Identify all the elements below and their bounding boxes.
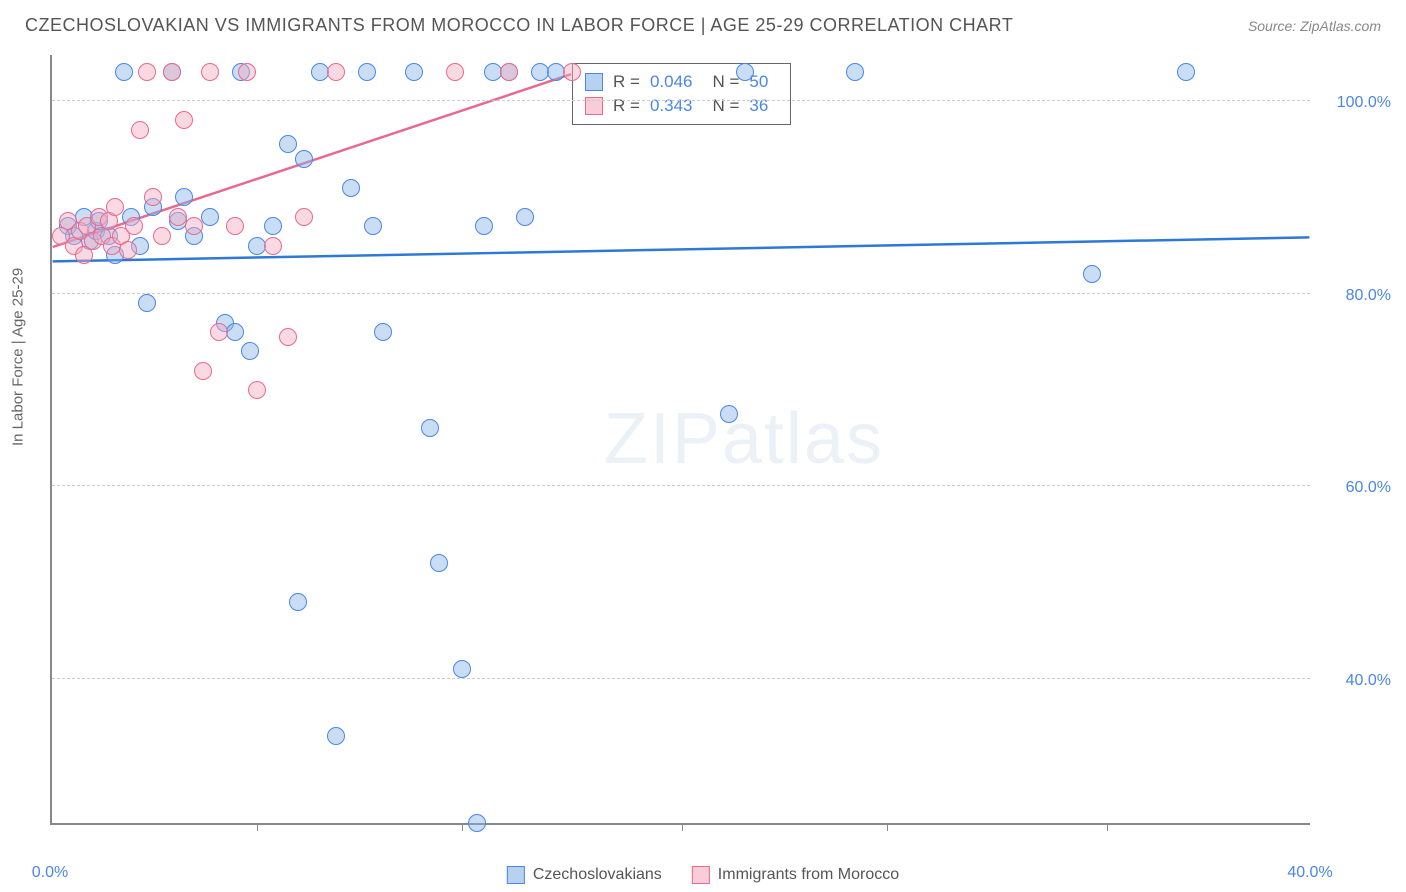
data-point (125, 217, 143, 235)
data-point (475, 217, 493, 235)
data-point (153, 227, 171, 245)
legend-swatch-blue (507, 866, 525, 884)
stat-r-label: R = (613, 96, 640, 116)
y-tick-label: 80.0% (1346, 287, 1391, 305)
trend-lines-layer (52, 55, 1310, 823)
stats-row: R = 0.343 N = 36 (585, 94, 778, 118)
data-point (374, 323, 392, 341)
data-point (468, 814, 486, 832)
data-point (500, 63, 518, 81)
data-point (279, 328, 297, 346)
stats-swatch (585, 73, 603, 91)
data-point (264, 217, 282, 235)
data-point (175, 188, 193, 206)
data-point (295, 208, 313, 226)
data-point (279, 135, 297, 153)
stat-r-label: R = (613, 72, 640, 92)
x-tick-label: 0.0% (32, 864, 68, 882)
data-point (295, 150, 313, 168)
x-minor-tick (682, 823, 683, 831)
data-point (210, 323, 228, 341)
gridline (52, 678, 1310, 679)
data-point (446, 63, 464, 81)
data-point (846, 63, 864, 81)
y-tick-label: 60.0% (1346, 479, 1391, 497)
source-prefix: Source: (1248, 18, 1300, 34)
source-value: ZipAtlas.com (1300, 18, 1381, 34)
data-point (563, 63, 581, 81)
x-tick-label: 40.0% (1287, 864, 1332, 882)
data-point (163, 63, 181, 81)
data-point (364, 217, 382, 235)
data-point (1083, 265, 1101, 283)
legend-label-2: Immigrants from Morocco (718, 866, 899, 884)
data-point (138, 63, 156, 81)
stat-n-value: 36 (749, 96, 768, 116)
correlation-stats-box: R =0.046N =50R =0.343N =36 (572, 63, 791, 125)
x-minor-tick (1107, 823, 1108, 831)
stat-n-label: N = (712, 72, 739, 92)
data-point (144, 188, 162, 206)
stat-n-label: N = (712, 96, 739, 116)
data-point (241, 342, 259, 360)
source-attribution: Source: ZipAtlas.com (1248, 18, 1381, 34)
data-point (453, 660, 471, 678)
data-point (736, 63, 754, 81)
gridline (52, 293, 1310, 294)
data-point (327, 63, 345, 81)
legend-item-czechoslovakians: Czechoslovakians (507, 866, 662, 884)
data-point (106, 198, 124, 216)
data-point (405, 63, 423, 81)
y-tick-label: 100.0% (1337, 94, 1391, 112)
stat-r-value: 0.343 (650, 96, 693, 116)
data-point (194, 362, 212, 380)
legend-label-1: Czechoslovakians (533, 866, 662, 884)
gridline (52, 485, 1310, 486)
x-minor-tick (887, 823, 888, 831)
data-point (358, 63, 376, 81)
data-point (1177, 63, 1195, 81)
chart-legend: Czechoslovakians Immigrants from Morocco (507, 866, 899, 884)
data-point (201, 63, 219, 81)
data-point (264, 237, 282, 255)
data-point (226, 217, 244, 235)
y-tick-label: 40.0% (1346, 672, 1391, 690)
x-minor-tick (462, 823, 463, 831)
data-point (119, 241, 137, 259)
data-point (421, 419, 439, 437)
trend-line (53, 237, 1310, 261)
gridline (52, 100, 1310, 101)
data-point (720, 405, 738, 423)
data-point (185, 217, 203, 235)
scatter-plot-area: ZIPatlas R =0.046N =50R =0.343N =36 (50, 55, 1310, 825)
watermark-text: ZIPatlas (604, 398, 884, 480)
data-point (115, 63, 133, 81)
chart-title: CZECHOSLOVAKIAN VS IMMIGRANTS FROM MOROC… (25, 15, 1013, 36)
data-point (430, 554, 448, 572)
data-point (248, 381, 266, 399)
y-axis-label: In Labor Force | Age 25-29 (10, 268, 27, 446)
data-point (201, 208, 219, 226)
data-point (327, 727, 345, 745)
data-point (342, 179, 360, 197)
data-point (138, 294, 156, 312)
data-point (238, 63, 256, 81)
stat-r-value: 0.046 (650, 72, 693, 92)
data-point (131, 121, 149, 139)
legend-item-morocco: Immigrants from Morocco (692, 866, 899, 884)
data-point (516, 208, 534, 226)
legend-swatch-pink (692, 866, 710, 884)
data-point (175, 111, 193, 129)
x-minor-tick (257, 823, 258, 831)
data-point (226, 323, 244, 341)
data-point (289, 593, 307, 611)
